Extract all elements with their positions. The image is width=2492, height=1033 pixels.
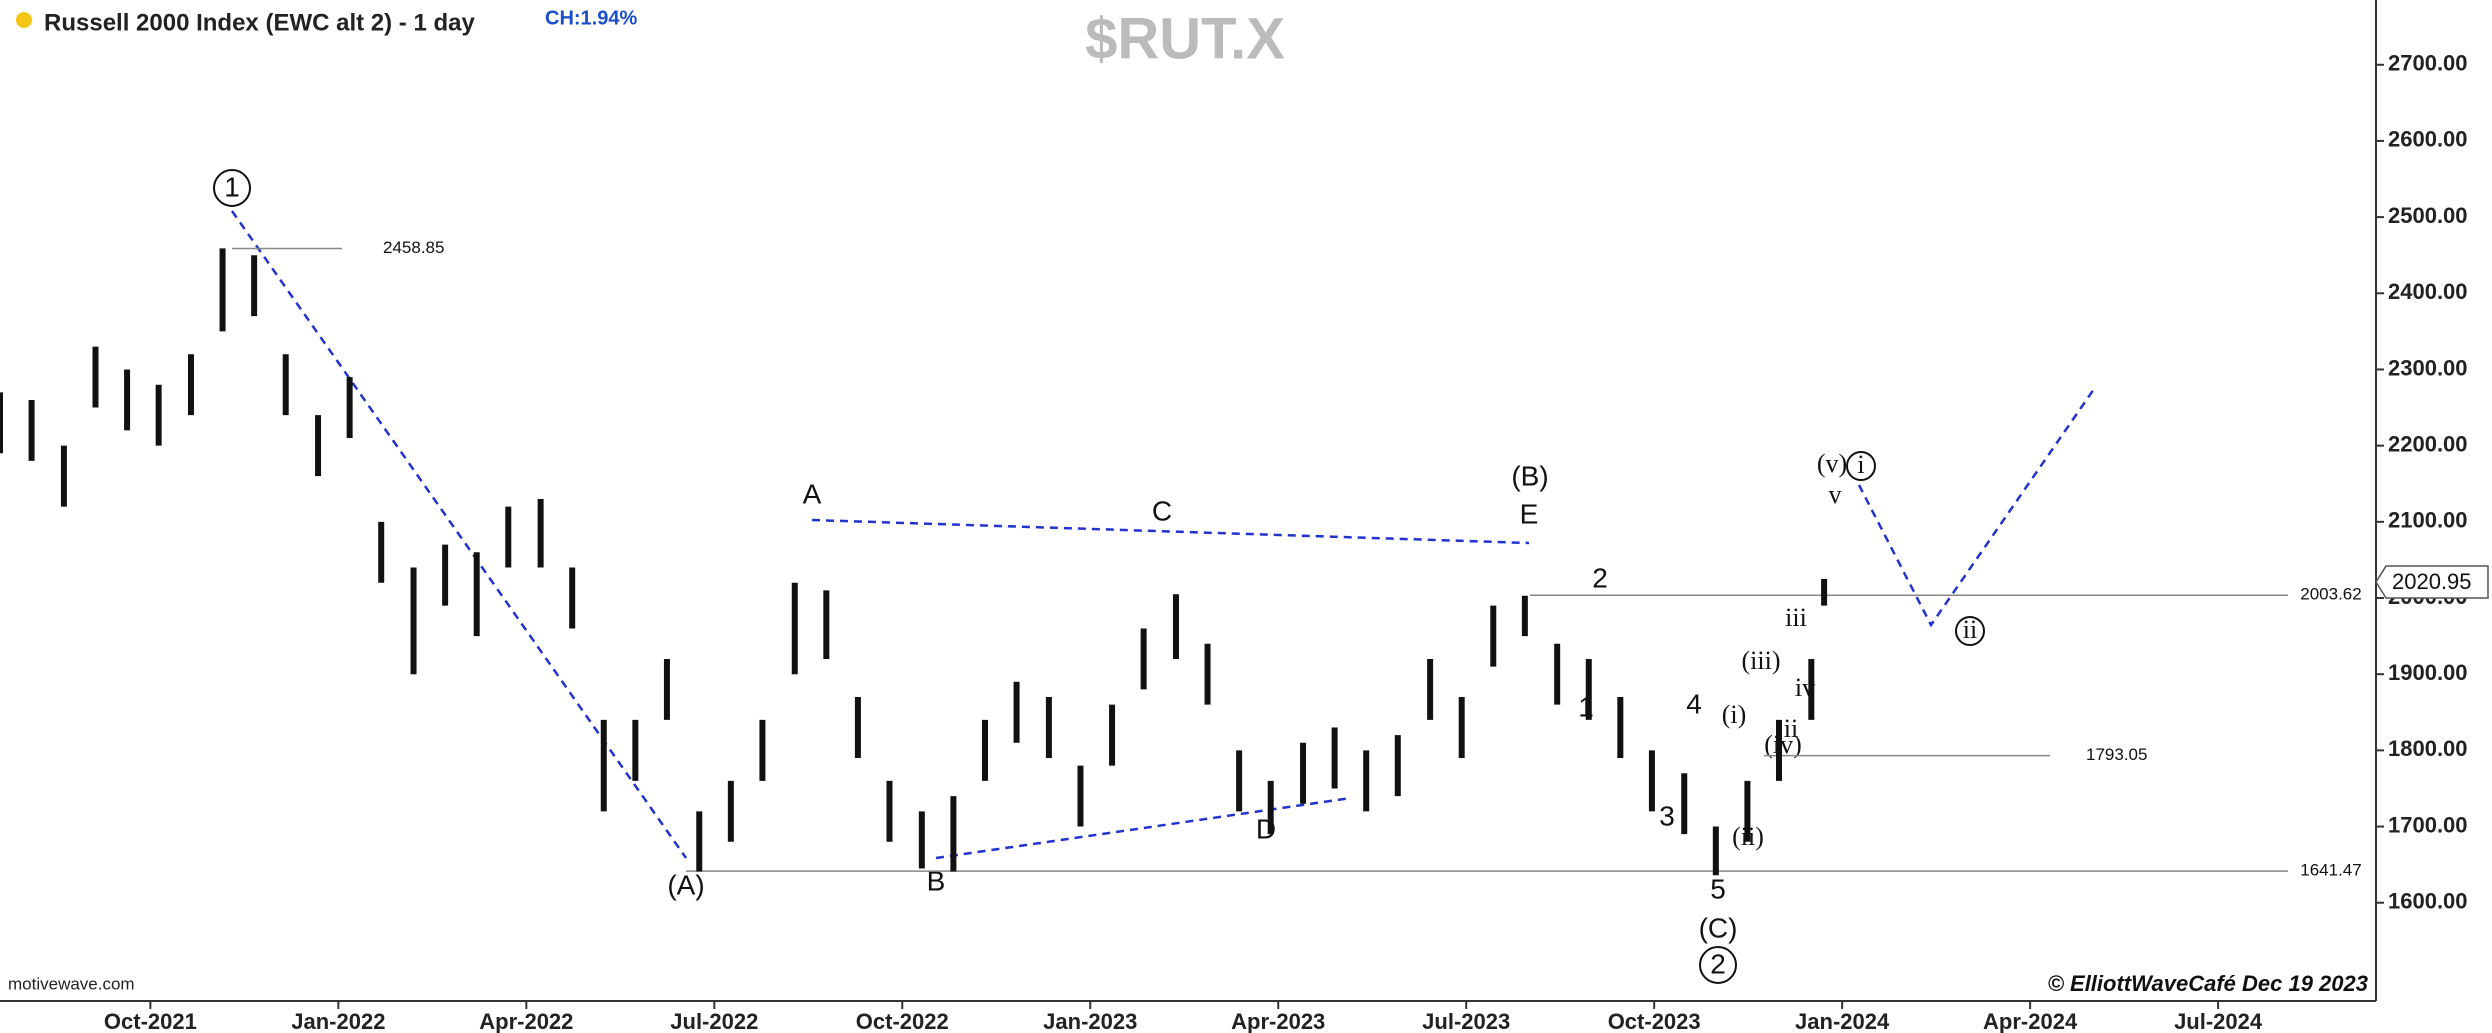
wave-label: iii [1785,603,1807,632]
wave-label: 1 [224,171,240,202]
source: motivewave.com [8,974,135,993]
chart-title: Russell 2000 Index (EWC alt 2) - 1 day [44,9,475,36]
y-tick-label: 2500.00 [2388,203,2468,228]
status-dot [16,12,32,28]
price-tag [2375,565,2489,599]
wave-label: 4 [1686,688,1702,719]
x-tick-label: Jul-2024 [2174,1009,2263,1033]
wave-label: A [803,478,822,509]
wave-label: (B) [1511,460,1548,491]
x-tick-label: Jul-2023 [1422,1009,1510,1033]
wave-label: 2 [1592,562,1608,593]
y-tick-label: 1600.00 [2388,889,2468,914]
wave-label: B [927,865,946,896]
x-tick-label: Apr-2024 [1983,1009,2078,1033]
x-tick-label: Oct-2022 [856,1009,949,1033]
wave-label: i [1857,450,1864,479]
x-tick-label: Oct-2021 [104,1009,197,1033]
wave-circle [213,169,251,207]
wave-label: E [1520,498,1539,529]
y-tick-label: 1900.00 [2388,660,2468,685]
credit: © ElliottWaveCafé Dec 19 2023 [2048,971,2368,996]
x-tick-label: Jan-2024 [1795,1009,1890,1033]
level-label: 2003.62 [2300,585,2361,604]
wave-line [935,796,1352,860]
y-tick-label: 1700.00 [2388,812,2468,837]
wave-label: (C) [1699,912,1738,943]
wave-line [230,210,688,859]
wave-line [811,518,1530,545]
y-tick-label: 2200.00 [2388,431,2468,456]
wave-label: (iv) [1764,730,1802,759]
level-label: 1641.47 [2300,861,2361,880]
price-tag-label: 2020.95 [2392,569,2472,594]
x-tick-label: Apr-2023 [1231,1009,1325,1033]
wave-label: ii [1784,714,1798,743]
x-tick-label: Oct-2023 [1608,1009,1701,1033]
wave-label: (A) [667,869,704,900]
wave-label: ii [1963,615,1977,644]
level-label: 1793.05 [2086,745,2147,764]
wave-label: (i) [1722,700,1747,729]
y-tick-label: 2600.00 [2388,127,2468,152]
wave-label: C [1152,495,1172,526]
level-label: 2458.85 [383,238,444,257]
wave-circle [1955,616,1985,646]
y-tick-label: 2400.00 [2388,279,2468,304]
wave-circle [1699,946,1737,984]
y-tick-label: 2700.00 [2388,51,2468,76]
symbol: $RUT.X [1085,6,1285,71]
y-tick-label: 1800.00 [2388,736,2468,761]
wave-circle [1846,451,1876,481]
change: CH:1.94% [545,7,637,29]
y-tick-label: 2300.00 [2388,355,2468,380]
wave-label: v [1829,480,1842,509]
wave-label: 3 [1659,800,1675,831]
wave-label: (v) [1817,449,1847,478]
x-tick-label: Apr-2022 [479,1009,573,1033]
x-tick-label: Jan-2022 [291,1009,385,1033]
x-tick-label: Jan-2023 [1043,1009,1137,1033]
wave-label: 2 [1710,948,1726,979]
wave-line [1857,388,2096,628]
y-tick-label: 2100.00 [2388,508,2468,533]
x-tick-label: Jul-2022 [670,1009,758,1033]
wave-label: (iii) [1742,646,1781,675]
wave-label: 5 [1710,873,1726,904]
